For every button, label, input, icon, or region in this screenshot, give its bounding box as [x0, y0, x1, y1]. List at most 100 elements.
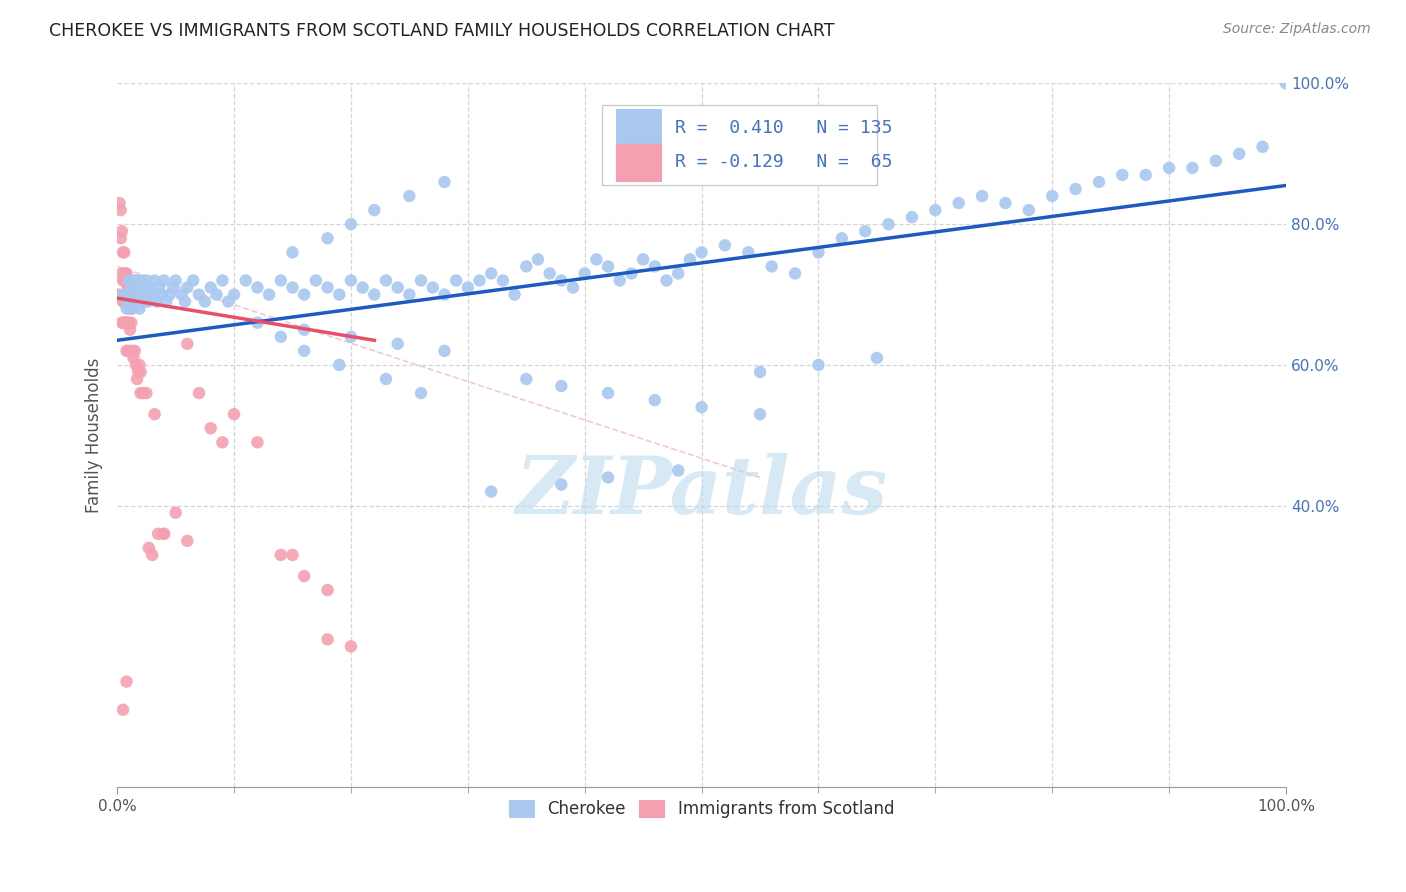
Point — [270, 273, 292, 287]
Point — [117, 294, 139, 309]
Point — [165, 506, 187, 520]
Point — [328, 358, 350, 372]
Point — [153, 526, 176, 541]
Point — [135, 287, 157, 301]
Point — [1135, 168, 1157, 182]
Point — [562, 280, 585, 294]
Point — [132, 280, 155, 294]
Point — [153, 526, 176, 541]
Point — [574, 267, 596, 281]
Point — [257, 287, 280, 301]
Point — [375, 372, 398, 386]
Point — [387, 336, 409, 351]
Point — [270, 330, 292, 344]
Point — [235, 273, 257, 287]
Point — [125, 280, 148, 294]
Point — [115, 267, 138, 281]
Point — [200, 421, 222, 435]
Legend: Cherokee, Immigrants from Scotland: Cherokee, Immigrants from Scotland — [502, 793, 901, 824]
Point — [205, 287, 228, 301]
Text: Source: ZipAtlas.com: Source: ZipAtlas.com — [1223, 22, 1371, 37]
Point — [125, 372, 148, 386]
Point — [433, 175, 456, 189]
Point — [112, 703, 135, 717]
Point — [115, 316, 138, 330]
Point — [211, 273, 233, 287]
Point — [112, 316, 135, 330]
Point — [609, 273, 631, 287]
Text: CHEROKEE VS IMMIGRANTS FROM SCOTLAND FAMILY HOUSEHOLDS CORRELATION CHART: CHEROKEE VS IMMIGRANTS FROM SCOTLAND FAM… — [49, 22, 835, 40]
Point — [316, 280, 339, 294]
Point — [924, 203, 946, 218]
Point — [644, 393, 666, 408]
Point — [479, 484, 502, 499]
Point — [128, 358, 150, 372]
Point — [132, 294, 155, 309]
Point — [124, 343, 146, 358]
Point — [174, 294, 197, 309]
Point — [146, 294, 169, 309]
Point — [1040, 189, 1063, 203]
Point — [1251, 140, 1274, 154]
Text: ZIPatlas: ZIPatlas — [516, 453, 887, 531]
Point — [270, 548, 292, 562]
Point — [444, 273, 467, 287]
Point — [901, 210, 924, 224]
Point — [807, 245, 830, 260]
Point — [761, 260, 783, 274]
Point — [515, 260, 537, 274]
Point — [110, 231, 132, 245]
Point — [165, 273, 187, 287]
Point — [666, 463, 689, 477]
Point — [292, 569, 315, 583]
Point — [112, 245, 135, 260]
Point — [132, 287, 155, 301]
Point — [292, 287, 315, 301]
Point — [122, 280, 145, 294]
Point — [118, 294, 141, 309]
Point — [433, 343, 456, 358]
Point — [1181, 161, 1204, 175]
Point — [153, 273, 176, 287]
Point — [316, 632, 339, 647]
Point — [125, 358, 148, 372]
Point — [125, 273, 148, 287]
Point — [112, 294, 135, 309]
Point — [127, 280, 149, 294]
Point — [994, 196, 1017, 211]
Point — [246, 435, 269, 450]
Point — [125, 287, 148, 301]
Point — [222, 287, 245, 301]
Point — [143, 273, 166, 287]
Point — [176, 533, 198, 548]
Point — [222, 407, 245, 421]
Point — [596, 470, 619, 484]
Point — [143, 407, 166, 421]
Point — [118, 280, 141, 294]
Point — [503, 287, 526, 301]
Point — [188, 386, 211, 401]
Point — [1157, 161, 1180, 175]
Point — [246, 316, 269, 330]
Point — [150, 287, 173, 301]
Point — [118, 316, 141, 330]
Point — [132, 386, 155, 401]
Point — [340, 273, 363, 287]
Point — [363, 287, 385, 301]
Point — [948, 196, 970, 211]
FancyBboxPatch shape — [616, 144, 661, 180]
Point — [128, 301, 150, 316]
Point — [176, 280, 198, 294]
Point — [783, 267, 806, 281]
Point — [136, 294, 159, 309]
Point — [422, 280, 444, 294]
Point — [1227, 146, 1250, 161]
Point — [162, 280, 184, 294]
Point — [120, 280, 142, 294]
Point — [121, 343, 143, 358]
Point — [118, 294, 141, 309]
Point — [112, 273, 135, 287]
Point — [631, 252, 654, 267]
Point — [281, 280, 304, 294]
Point — [970, 189, 993, 203]
